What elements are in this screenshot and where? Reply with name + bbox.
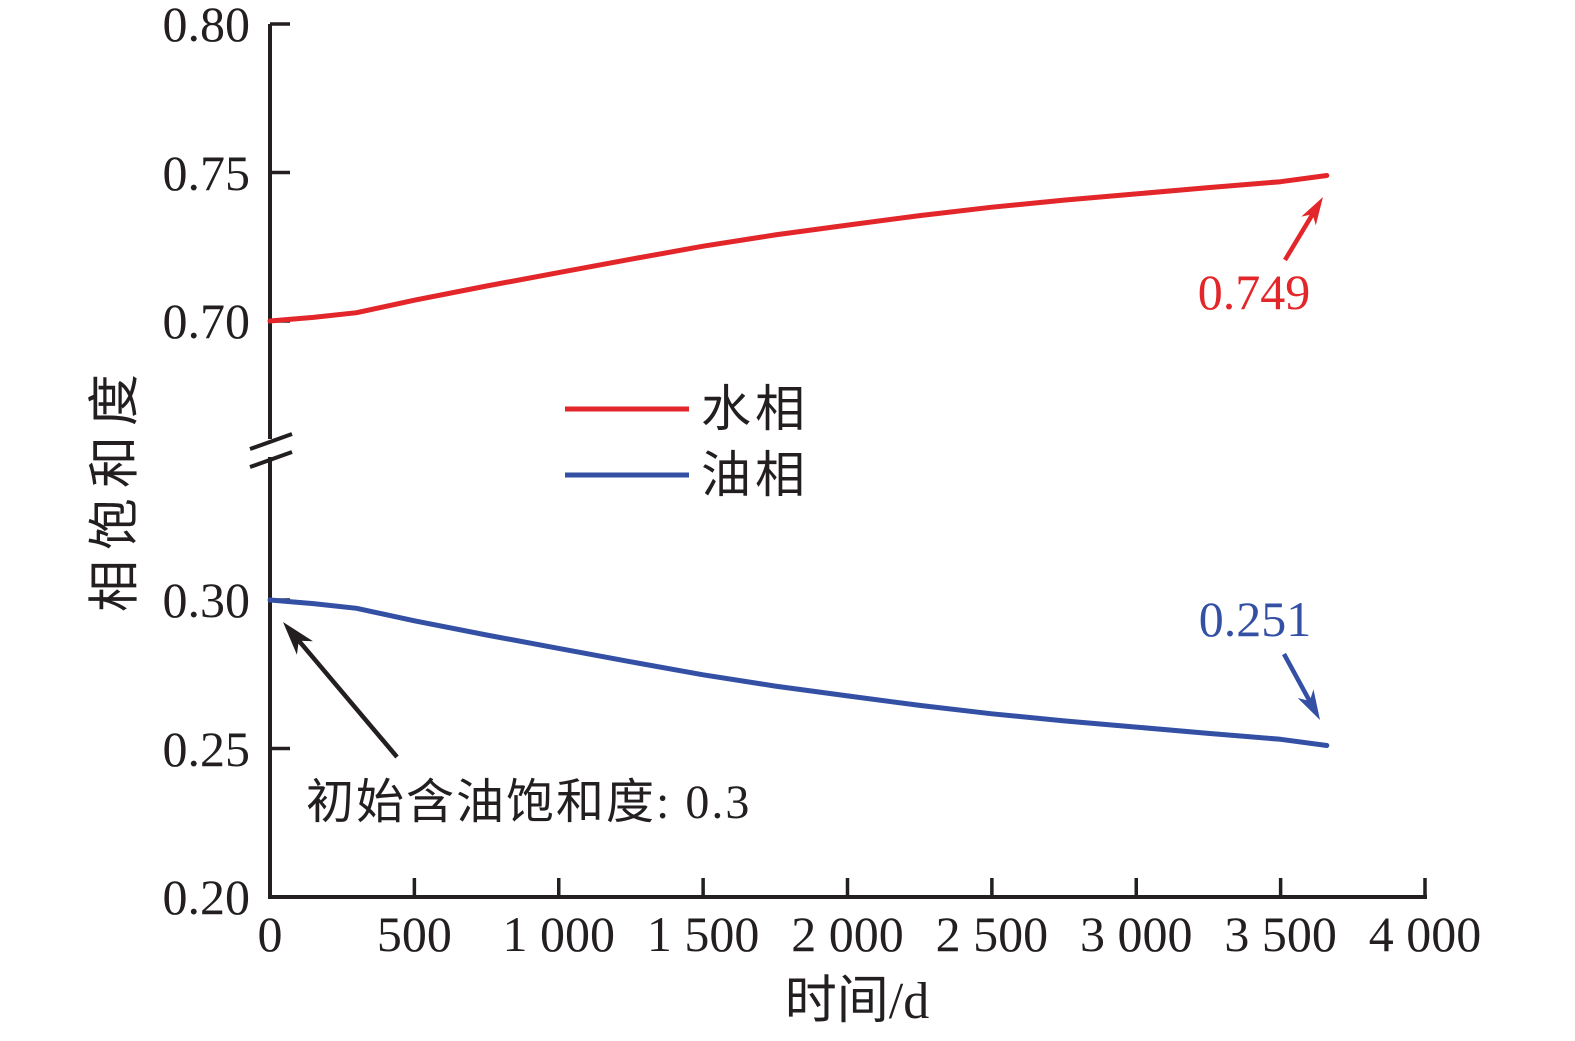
x-tick-label: 500 bbox=[376, 906, 452, 962]
water-phase-curve bbox=[267, 173, 1330, 324]
annotation-arrow-head bbox=[283, 622, 313, 655]
y-tick-label: 0.30 bbox=[162, 572, 251, 628]
oil-value-arrow bbox=[1282, 652, 1315, 707]
oil-end-value-label: 0.251 bbox=[1198, 591, 1312, 647]
legend-label-water-phase: 水相 bbox=[701, 381, 809, 437]
y-tick-label: 0.25 bbox=[162, 720, 251, 777]
x-tick-label: 3 500 bbox=[1224, 906, 1337, 962]
initial-saturation-annotation: 初始含油饱和度: 0.3 bbox=[306, 776, 752, 829]
legend-label-oil-phase: 油相 bbox=[701, 447, 809, 503]
x-axis-title: 时间/d bbox=[784, 973, 930, 1030]
y-tick-label: 0.70 bbox=[162, 293, 251, 349]
y-tick-label: 0.20 bbox=[162, 869, 251, 925]
oil-value-arrow-head bbox=[1297, 689, 1320, 720]
water-end-value-label: 0.749 bbox=[1197, 264, 1311, 320]
x-tick-label: 2 000 bbox=[791, 906, 904, 962]
x-tick-label: 2 500 bbox=[935, 906, 1049, 962]
axis-break-slash-top bbox=[249, 432, 293, 451]
water-value-arrow bbox=[1283, 209, 1317, 262]
y-tick-label: 0.75 bbox=[162, 144, 251, 201]
x-tick-label: 0 bbox=[257, 906, 283, 962]
x-tick-label: 1 500 bbox=[646, 906, 760, 962]
y-tick-label: 0.80 bbox=[162, 0, 251, 52]
water-value-arrow-head bbox=[1301, 197, 1323, 226]
x-tick-label: 1 000 bbox=[502, 906, 616, 962]
oil-phase-curve bbox=[267, 597, 1330, 748]
x-tick-label: 4 000 bbox=[1368, 906, 1482, 962]
annotation-arrow bbox=[293, 634, 399, 759]
x-tick-label: 3 000 bbox=[1080, 906, 1193, 962]
axis-break-slash-bottom bbox=[249, 450, 293, 469]
